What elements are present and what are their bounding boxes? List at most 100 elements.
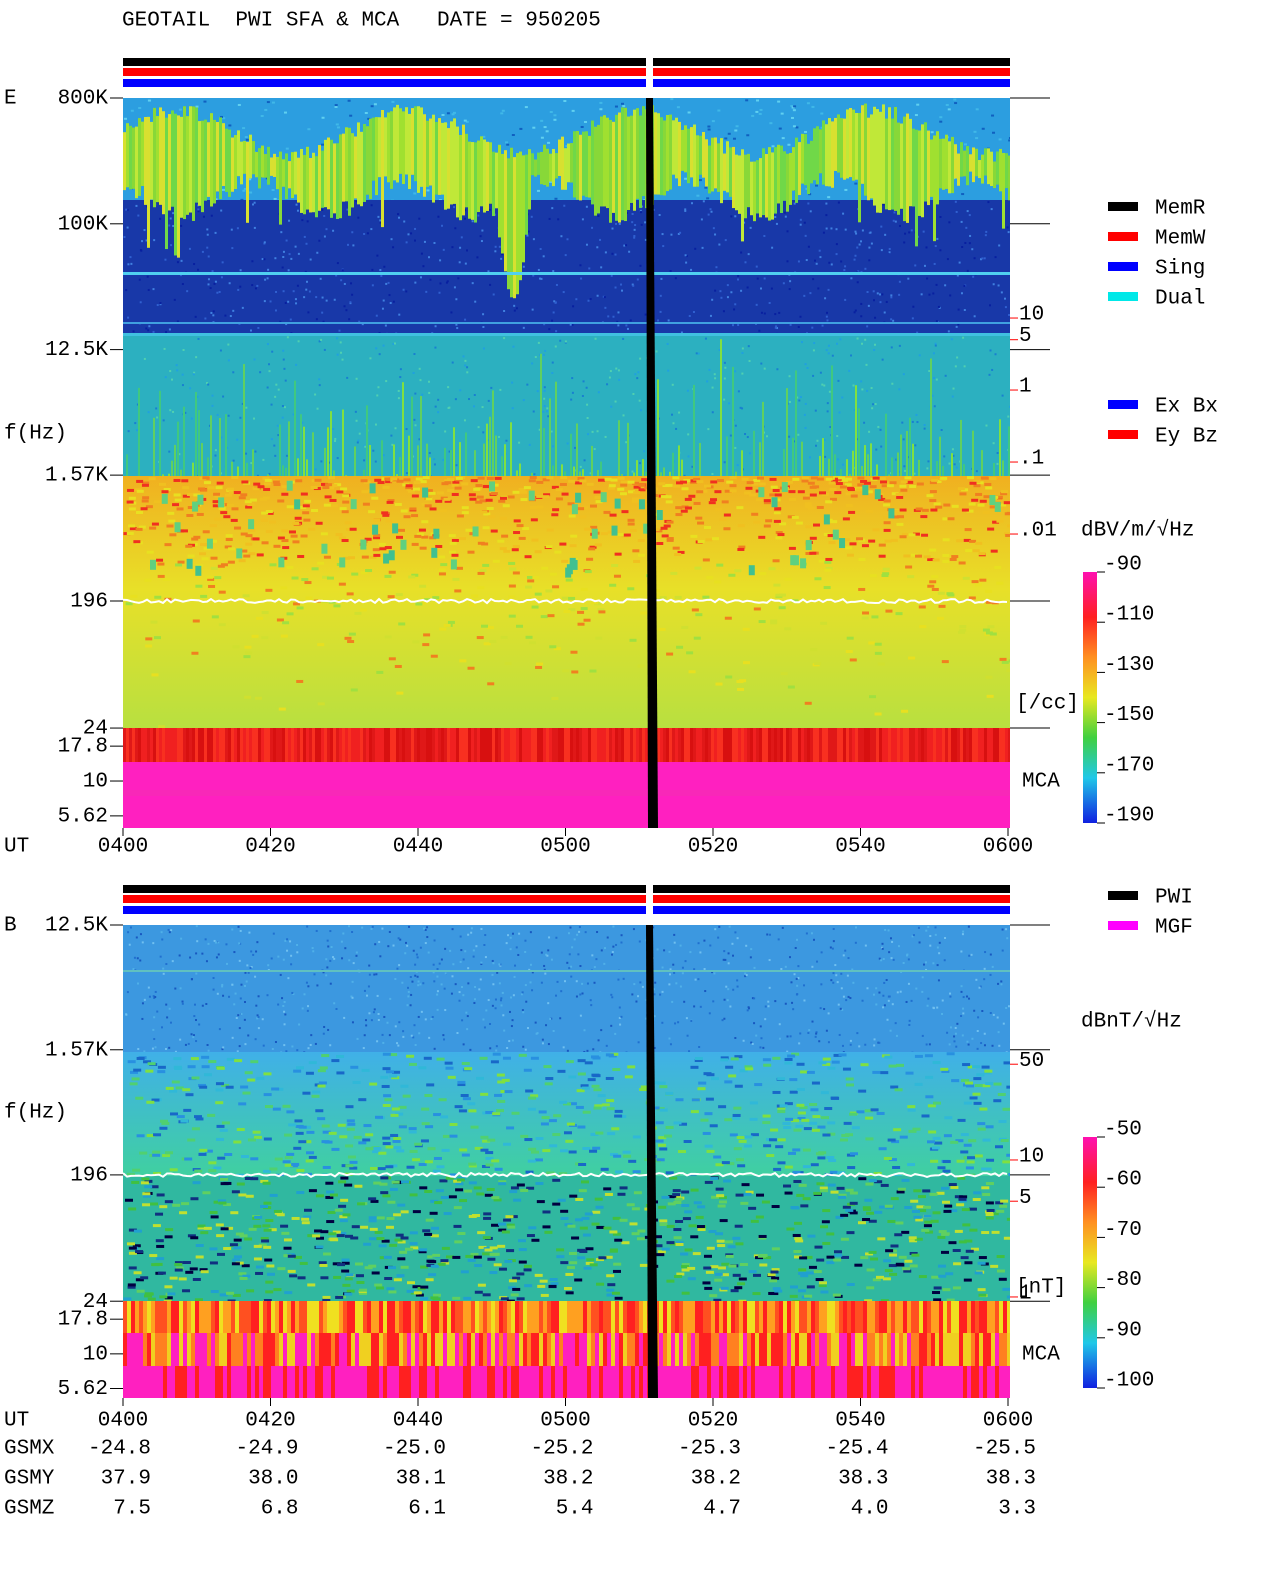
texture [631,497,639,501]
texture [398,1021,401,1024]
texture [335,1007,338,1010]
texture [696,728,699,762]
texture [271,189,275,192]
texture [962,1012,965,1015]
texture [152,288,155,291]
texture [388,930,391,933]
texture [282,358,285,361]
texture [370,1019,373,1022]
texture [463,217,466,220]
texture [754,1083,763,1087]
texture [832,981,835,984]
texture [678,445,680,476]
texture [741,450,743,476]
texture [720,1058,729,1062]
texture [797,977,800,980]
texture [374,478,382,482]
texture [808,1029,811,1032]
texture [330,411,332,476]
texture [504,444,506,476]
texture [711,137,714,192]
texture [749,493,757,497]
texture [255,728,258,762]
texture [586,403,589,406]
texture [711,1077,720,1081]
texture [987,728,990,762]
texture [853,409,856,412]
texture [162,111,165,215]
texture [177,421,179,476]
texture [309,258,312,261]
texture [594,543,602,547]
texture [290,963,293,966]
texture [295,1131,304,1135]
texture [304,270,307,273]
texture [345,1144,354,1148]
texture [390,728,393,762]
texture [661,990,664,993]
texture [656,510,663,521]
texture [444,1009,447,1012]
texture [852,450,854,476]
texture [999,657,1007,661]
texture [384,574,392,578]
texture [734,424,737,427]
texture [286,566,294,570]
texture [449,1134,458,1138]
texture [159,107,162,205]
texture [694,566,702,570]
texture [205,960,208,963]
texture [230,518,238,522]
texture [311,509,319,513]
texture [274,454,277,457]
texture [372,548,380,552]
texture [489,1022,492,1025]
texture [171,728,174,762]
texture [906,430,908,476]
texture [389,302,392,305]
texture [677,1021,680,1024]
texture [133,956,136,959]
texture [604,251,607,254]
texture [820,1091,829,1095]
texture [545,410,548,413]
texture [137,1047,140,1050]
texture [606,383,609,386]
texture [905,1000,908,1003]
texture [982,1138,991,1142]
texture [548,936,551,939]
texture [369,118,372,199]
texture [883,503,891,507]
texture [163,347,166,350]
texture [642,106,645,197]
texture [519,151,522,281]
texture [216,121,219,192]
texture [927,1140,936,1144]
texture [442,1034,445,1037]
texture [934,245,937,248]
texture [378,542,386,546]
texture [631,221,634,224]
texture [620,483,628,487]
texture [507,495,515,499]
texture [248,552,256,556]
texture [928,1043,931,1046]
texture [146,275,149,278]
texture [196,395,199,398]
texture [755,265,758,268]
texture [207,942,210,945]
texture [929,499,937,503]
texture [911,420,914,423]
texture [255,151,258,178]
texture [787,143,791,146]
texture [953,1035,956,1038]
texture [476,256,479,259]
texture [640,611,648,615]
texture [302,504,310,508]
texture [939,116,943,119]
texture [413,481,421,485]
texture [591,120,594,205]
texture [569,544,577,548]
texture [410,232,413,235]
texture [320,532,328,536]
